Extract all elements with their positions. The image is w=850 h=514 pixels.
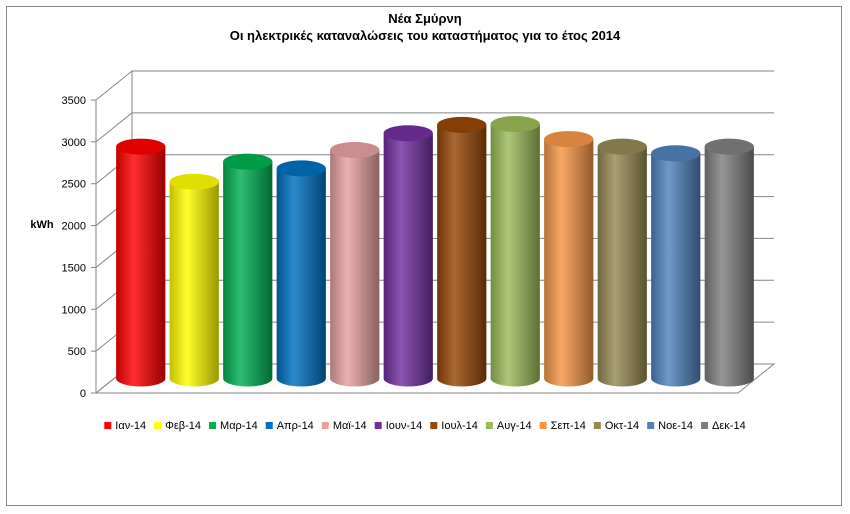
legend-swatch — [374, 422, 382, 429]
bar-11 — [704, 138, 754, 387]
legend-label: Ιουν-14 — [386, 420, 423, 432]
bar-body — [704, 146, 754, 387]
bar-body — [223, 161, 273, 387]
legend-item: Ιουλ-14 — [430, 420, 478, 432]
legend-swatch — [265, 422, 273, 429]
bar-10 — [651, 145, 701, 387]
y-tick-label: 500 — [68, 346, 86, 358]
bar-7 — [490, 116, 540, 387]
bar-body — [597, 146, 647, 387]
bar-2 — [223, 153, 273, 387]
legend-swatch — [430, 422, 438, 429]
legend-item: Ιαν-14 — [104, 420, 146, 432]
legend-swatch — [209, 422, 217, 429]
legend-item: Νοε-14 — [647, 420, 693, 432]
bar-body — [651, 153, 701, 387]
legend-swatch — [485, 422, 493, 429]
bar-top — [330, 141, 380, 158]
chart-title: Νέα Σμύρνη — [388, 11, 462, 26]
bar-top — [383, 125, 433, 142]
legend: Ιαν-14 Φεβ-14 Μαρ-14 Απρ-14 Μαϊ-14 Ιουν-14 Ιου… — [104, 420, 746, 432]
y-tick-label: 3000 — [62, 137, 86, 149]
bar-6 — [437, 116, 487, 387]
bar-top — [276, 160, 326, 177]
bar-1 — [169, 173, 219, 387]
bar-top — [437, 116, 487, 133]
legend-label: Απρ-14 — [277, 420, 314, 432]
legend-label: Οκτ-14 — [605, 420, 639, 432]
legend-item: Μαϊ-14 — [321, 420, 367, 432]
bar-5 — [383, 125, 433, 387]
bar-top — [490, 116, 540, 133]
y-tick-label: 2000 — [62, 221, 86, 233]
legend-swatch — [154, 422, 162, 429]
bar-8 — [544, 131, 594, 387]
bar-body — [276, 168, 326, 387]
legend-label: Ιαν-14 — [115, 420, 146, 432]
y-axis-label: kWh — [30, 219, 54, 231]
bar-body — [330, 149, 380, 387]
chart-title-block: Νέα Σμύρνη Οι ηλεκτρικές καταναλώσεις το… — [0, 10, 850, 44]
bar-top — [223, 153, 273, 170]
legend-label: Δεκ-14 — [712, 420, 746, 432]
legend-item: Ιουν-14 — [374, 420, 423, 432]
legend-item: Φεβ-14 — [154, 420, 201, 432]
legend-label: Αυγ-14 — [497, 420, 532, 432]
legend-label: Σεπ-14 — [551, 420, 586, 432]
legend-label: Νοε-14 — [658, 420, 693, 432]
gridline — [95, 70, 774, 101]
legend-item: Σεπ-14 — [539, 420, 586, 432]
bars — [116, 116, 754, 387]
bar-top — [116, 138, 166, 155]
bar-4 — [330, 141, 380, 387]
legend-label: Μαϊ-14 — [333, 420, 367, 432]
bar-top — [169, 173, 219, 190]
legend-label: Φεβ-14 — [165, 420, 201, 432]
bar-body — [383, 133, 433, 387]
y-tick-label: 2500 — [62, 179, 86, 191]
legend-swatch — [539, 422, 547, 429]
bar-top — [704, 138, 754, 155]
y-tick-label: 0 — [80, 388, 86, 400]
legend-swatch — [647, 422, 655, 429]
legend-swatch — [104, 422, 112, 429]
y-axis: 0 500 1000 1500 2000 2500 3000 3500 — [62, 95, 96, 400]
bar-body — [437, 124, 487, 387]
legend-item: Απρ-14 — [265, 420, 314, 432]
bar-3 — [276, 160, 326, 387]
bar-body — [169, 181, 219, 387]
bar-body — [490, 124, 540, 387]
chart-subtitle: Οι ηλεκτρικές καταναλώσεις του καταστήμα… — [229, 28, 621, 43]
y-tick-label: 1500 — [62, 262, 86, 274]
legend-item: Μαρ-14 — [209, 420, 258, 432]
legend-label: Ιουλ-14 — [441, 420, 478, 432]
y-tick-label: 3500 — [62, 95, 86, 107]
bar-top — [597, 138, 647, 155]
bar-top — [651, 145, 701, 162]
y-tick-label: 1000 — [62, 304, 86, 316]
legend-label: Μαρ-14 — [220, 420, 258, 432]
bar-body — [544, 139, 594, 387]
legend-swatch — [701, 422, 709, 429]
bar-body — [116, 146, 166, 387]
legend-swatch — [321, 422, 329, 429]
gridline — [95, 112, 774, 143]
bar-9 — [597, 138, 647, 387]
legend-item: Οκτ-14 — [593, 420, 639, 432]
legend-item: Δεκ-14 — [701, 420, 746, 432]
legend-swatch — [593, 422, 601, 429]
bar-top — [544, 131, 594, 148]
legend-item: Αυγ-14 — [485, 420, 532, 432]
bar-0 — [116, 138, 166, 387]
